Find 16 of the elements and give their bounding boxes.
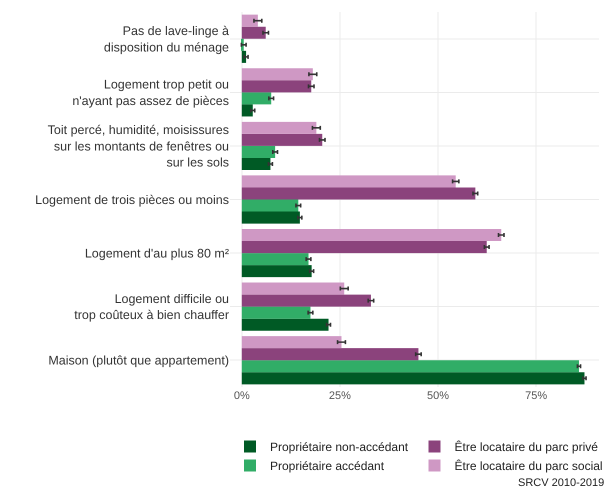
legend-label: Être locataire du parc privé xyxy=(454,440,598,454)
y-tick-label: Maison (plutôt que appartement) xyxy=(48,354,229,368)
y-tick-label: Logement difficile ou trop coûteux à bien chauffer xyxy=(74,292,230,322)
y-tick-label: Logement d'au plus 80 m² xyxy=(84,246,229,260)
x-tick-label: 0% xyxy=(234,390,250,402)
text: SRCV 2010-2019 xyxy=(518,477,604,489)
y-tick-label: Pas de lave-linge à disposition du ménage xyxy=(104,24,230,54)
x-tick-label: 25% xyxy=(328,390,352,402)
legend-label: Propriétaire accédant xyxy=(270,459,385,474)
legend-label: Être locataire du parc social xyxy=(454,459,603,474)
legend-label: Propriétaire non-accédant xyxy=(270,440,409,454)
y-tick-label: Toit percé, humidité, moisissures sur les montants de fenêtres ou sur les sols xyxy=(48,123,230,170)
x-tick-label: 75% xyxy=(525,390,548,402)
y-tick-label: Logement trop petit ou n'ayant pas assez de pièces xyxy=(72,78,230,108)
y-tick-label: Logement de trois pièces ou moins xyxy=(35,192,229,207)
x-tick-label: 50% xyxy=(427,390,450,402)
